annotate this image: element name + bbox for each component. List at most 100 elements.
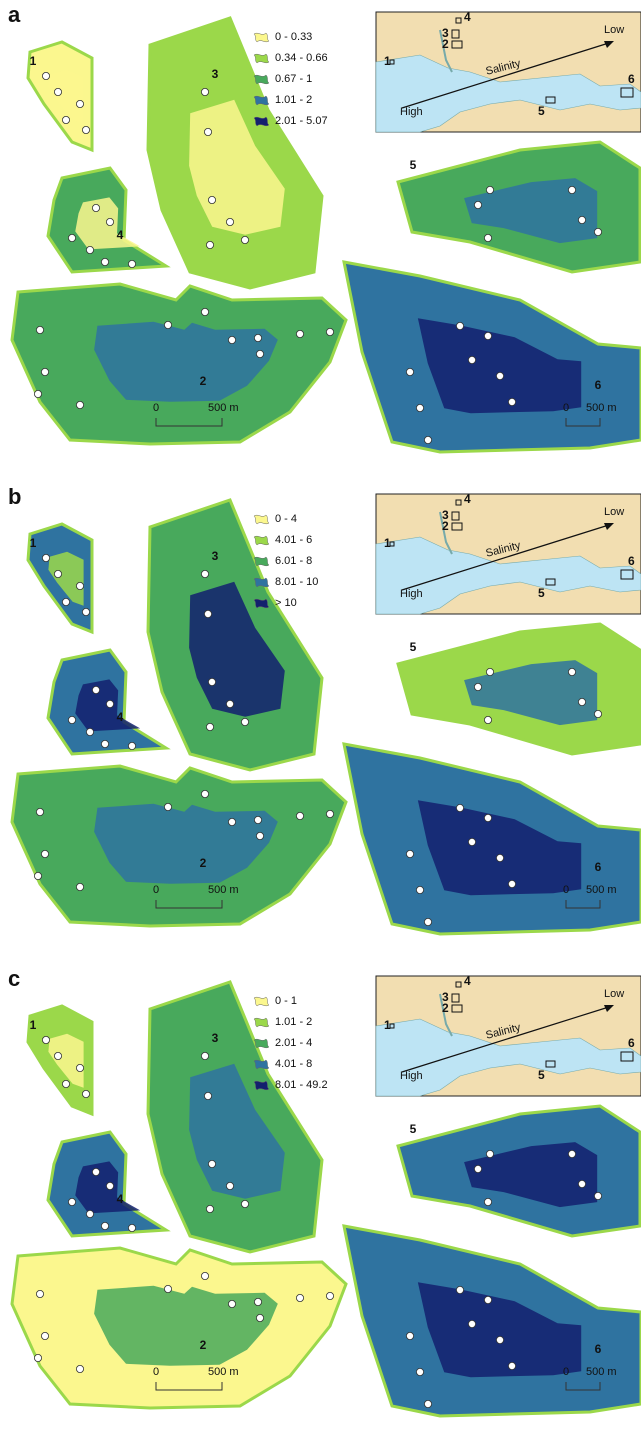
sampling-point [508,398,515,405]
sampling-point [164,803,171,810]
sampling-point [82,126,89,133]
sampling-point [106,1182,113,1189]
legend-swatch [254,997,269,1006]
site-label: 2 [200,856,207,870]
inset-site-label: 5 [538,1068,545,1082]
legend-swatch [254,54,269,63]
inset-site-label: 4 [464,492,471,506]
sampling-point [406,850,413,857]
sampling-point [508,880,515,887]
legend-label: 1.01 - 2 [275,1016,312,1028]
sampling-point [76,883,83,890]
sampling-point [204,1092,211,1099]
inset-site-label: 6 [628,72,635,86]
sampling-point [468,356,475,363]
sampling-point [508,1362,515,1369]
legend-label: 4.01 - 8 [275,1058,312,1070]
sampling-point [484,814,491,821]
sampling-point [86,1210,93,1217]
legend-swatch [254,599,269,608]
legend-label: 2.01 - 5.07 [275,115,328,127]
sampling-point [208,196,215,203]
sampling-point [406,1332,413,1339]
sampling-point [201,1272,208,1279]
sampling-point [254,816,261,823]
sampling-point [76,401,83,408]
sampling-point [204,610,211,617]
scale-label: 0 [563,884,569,896]
scale-label: 0 [153,1366,159,1378]
sampling-point [228,818,235,825]
sampling-point [424,436,431,443]
inset-site-label: 6 [628,1036,635,1050]
sampling-point [486,1150,493,1157]
scale-label: 0 [563,402,569,414]
sampling-point [326,1292,333,1299]
sampling-point [568,668,575,675]
sampling-point [424,918,431,925]
legend-label: 0 - 1 [275,995,297,1007]
sampling-point [226,700,233,707]
legend-label: 6.01 - 8 [275,555,312,567]
inset-site-label: 1 [384,1018,391,1032]
sampling-point [496,1336,503,1343]
scale-label: 500 m [208,402,239,414]
site-label: 5 [410,158,417,172]
inset-high: High [400,1070,423,1082]
sampling-point [42,72,49,79]
legend-label: 0.34 - 0.66 [275,52,328,64]
inset-high: High [400,106,423,118]
panel-letter: b [8,484,21,509]
inset-site-label: 1 [384,54,391,68]
sampling-point [54,88,61,95]
inset-site-label: 3 [442,508,449,522]
site-label: 1 [30,1018,37,1032]
sampling-point [594,228,601,235]
sampling-point [456,322,463,329]
sampling-point [92,204,99,211]
inset-site-label: 1 [384,536,391,550]
legend-swatch [254,557,269,566]
scale-label: 0 [153,884,159,896]
sampling-point [228,336,235,343]
sampling-point [41,368,48,375]
scale-label: 0 [563,1366,569,1378]
sampling-point [416,886,423,893]
sampling-point [76,1365,83,1372]
sampling-point [474,201,481,208]
sampling-point [241,718,248,725]
inset-high: High [400,588,423,600]
site-label: 6 [595,1342,602,1356]
sampling-point [326,328,333,335]
sampling-point [486,186,493,193]
legend-label: 8.01 - 49.2 [275,1079,328,1091]
sampling-point [206,723,213,730]
sampling-point [101,740,108,747]
sampling-point [101,1222,108,1229]
sampling-point [578,216,585,223]
inset-low: Low [604,988,624,1000]
sampling-point [241,1200,248,1207]
sampling-point [456,1286,463,1293]
sampling-point [36,808,43,815]
sampling-point [424,1400,431,1407]
sampling-point [208,678,215,685]
site-label: 6 [595,860,602,874]
sampling-point [206,241,213,248]
inset-site-label: 4 [464,974,471,988]
legend-swatch [254,33,269,42]
sampling-point [594,1192,601,1199]
figure: a1234560 - 0.330.34 - 0.660.67 - 11.01 -… [0,0,641,1445]
site-label: 3 [212,67,219,81]
sampling-point [228,1300,235,1307]
sampling-point [568,186,575,193]
panel: c1234560 - 11.01 - 22.01 - 44.01 - 88.01… [8,966,641,1416]
sampling-point [54,1052,61,1059]
sampling-point [164,321,171,328]
sampling-point [594,710,601,717]
sampling-point [34,872,41,879]
legend-label: 4.01 - 6 [275,534,312,546]
sampling-point [484,1198,491,1205]
legend-label: 1.01 - 2 [275,94,312,106]
sampling-point [416,1368,423,1375]
